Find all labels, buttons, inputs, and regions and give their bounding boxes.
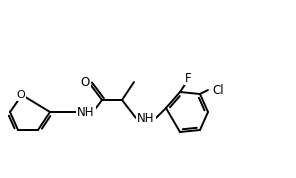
Text: NH: NH [137,111,155,124]
Text: O: O [17,90,25,100]
Text: NH: NH [77,106,95,119]
Text: F: F [185,72,191,85]
Text: O: O [81,77,90,90]
Text: Cl: Cl [212,83,224,96]
